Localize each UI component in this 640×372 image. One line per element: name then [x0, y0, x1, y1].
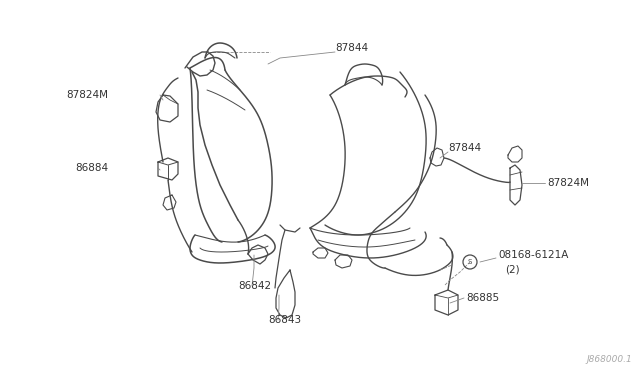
Text: S: S [468, 259, 472, 265]
Text: 87844: 87844 [448, 143, 481, 153]
Text: 86885: 86885 [466, 293, 499, 303]
Text: 87824M: 87824M [66, 90, 108, 100]
Text: 86843: 86843 [268, 315, 301, 325]
Text: (2): (2) [505, 265, 520, 275]
Text: 87824M: 87824M [547, 178, 589, 188]
Text: J868000.1: J868000.1 [586, 355, 632, 364]
Text: 86842: 86842 [238, 281, 271, 291]
Text: 87844: 87844 [335, 43, 368, 53]
Text: 08168-6121A: 08168-6121A [498, 250, 568, 260]
Text: 86884: 86884 [75, 163, 108, 173]
